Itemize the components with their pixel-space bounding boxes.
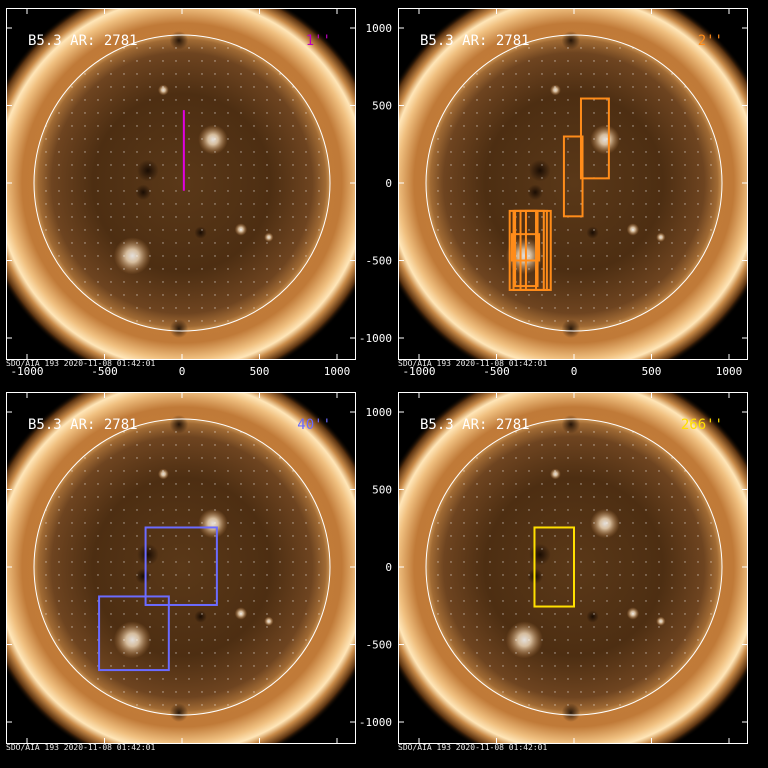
region-box: [533, 526, 576, 608]
x-tick-label: 0: [571, 365, 578, 378]
y-tick-label: 0: [385, 561, 392, 574]
y-tick-label: -1000: [359, 332, 392, 345]
limb-outline: [33, 418, 331, 716]
y-tick-label: 1000: [366, 22, 393, 35]
panel-header: B5.3 AR: 2781: [28, 33, 138, 49]
x-tick-label: 1000: [716, 365, 743, 378]
y-tick-label: 0: [385, 177, 392, 190]
sun-image: [398, 8, 748, 360]
region-box: [524, 209, 552, 291]
panel-footer: SDO/AIA 193 2020-11-08 01:42:01: [6, 743, 155, 752]
y-tick-label: -500: [366, 639, 393, 652]
panel-header: B5.3 AR: 2781: [420, 417, 530, 433]
heliographic-grid: [34, 35, 330, 331]
x-tick-label: -1000: [402, 365, 435, 378]
panel-p2: 1000 500 0 -500 -1000 -1000 -500 0 500 1000 B5.3 A…: [359, 8, 748, 378]
plot-frame: [6, 8, 356, 360]
heliographic-grid: [426, 35, 722, 331]
region-box: [579, 97, 610, 180]
panel-footer: SDO/AIA 193 2020-11-08 01:42:01: [6, 359, 155, 368]
x-tick-label: -500: [91, 365, 118, 378]
panel-footer: SDO/AIA 193 2020-11-08 01:42:01: [398, 743, 547, 752]
sun-image: [398, 392, 748, 744]
heliographic-grid: [34, 419, 330, 715]
x-tick-label: -1000: [10, 365, 43, 378]
limb-outline: [425, 34, 723, 332]
region-box: [562, 135, 584, 218]
x-tick-label: -500: [483, 365, 510, 378]
sun-image: [6, 8, 356, 360]
panel-header: B5.3 AR: 2781: [28, 417, 138, 433]
y-tick-label: 500: [372, 484, 392, 497]
panel-tag: 266'': [681, 417, 723, 433]
limb-outline: [33, 34, 331, 332]
panel-tag: 2'': [698, 33, 723, 49]
y-tick-label: -500: [366, 255, 393, 268]
x-tick-label: 500: [642, 365, 662, 378]
x-tick-label: 1000: [324, 365, 351, 378]
y-tick-label: -1000: [359, 716, 392, 729]
y-tick-label: 1000: [366, 406, 393, 419]
region-box: [144, 526, 218, 606]
panel-tag: 40'': [297, 417, 331, 433]
plot-frame: [398, 8, 748, 360]
region-box: [98, 595, 170, 672]
x-tick-label: 0: [179, 365, 186, 378]
limb-outline: [425, 418, 723, 716]
panel-header: B5.3 AR: 2781: [420, 33, 530, 49]
x-tick-label: 500: [250, 365, 270, 378]
sun-image: [6, 392, 356, 744]
panel-tag: 1'': [306, 33, 331, 49]
panel-p3: B5.3 AR: 2781 40'' SDO/AIA 193 2020-11-08 …: [6, 392, 356, 752]
plot-frame: [6, 392, 356, 744]
panel-footer: SDO/AIA 193 2020-11-08 01:42:01: [398, 359, 547, 368]
y-tick-label: 500: [372, 100, 392, 113]
panel-p4: 1000 500 0 -500 -1000 B5.3 AR: 2781 266'' SDO/A…: [359, 392, 748, 752]
plot-frame: [398, 392, 748, 744]
